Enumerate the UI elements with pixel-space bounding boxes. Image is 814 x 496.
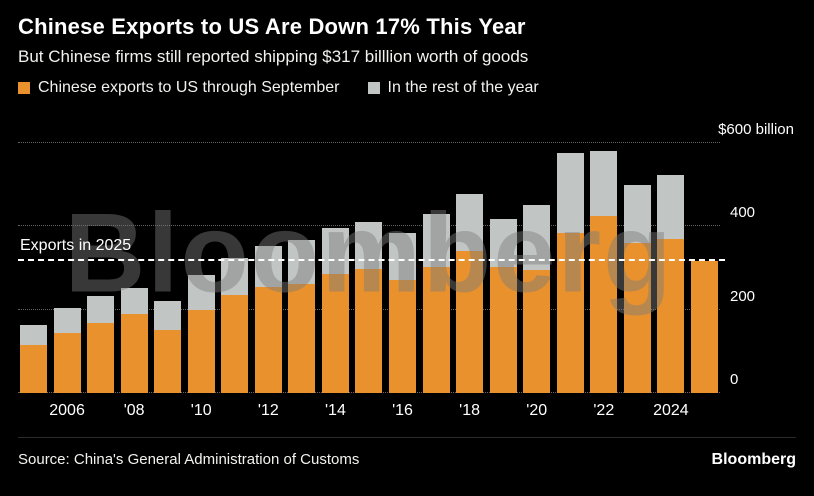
bar-2018: '18 <box>456 193 484 419</box>
bar-segment-through-september <box>154 329 182 393</box>
bar-segment-through-september <box>623 243 651 393</box>
bar-segment-rest-of-year <box>20 325 47 346</box>
bar-segment-through-september <box>489 266 517 393</box>
bar-segment-through-september <box>590 215 618 393</box>
bar-2021 <box>556 153 584 393</box>
bar-2012: '12 <box>254 246 282 419</box>
bar-segment-through-september <box>187 309 215 393</box>
x-tick-label: '16 <box>392 402 413 419</box>
bar-segment-through-september <box>120 313 148 393</box>
bar-segment-through-september <box>657 238 685 393</box>
reference-line-label: Exports in 2025 <box>20 236 132 254</box>
bar-2011 <box>221 257 249 393</box>
y-tick-label: 200 <box>730 287 756 305</box>
bar-2009 <box>154 300 182 393</box>
legend-item-rest-of-year: In the rest of the year <box>367 79 539 97</box>
legend-swatch-gray-icon <box>367 82 380 94</box>
bar-segment-through-september <box>221 295 249 393</box>
bar-segment-through-september <box>523 270 551 393</box>
bar-segment-through-september <box>355 268 383 393</box>
bar-2023 <box>623 184 651 393</box>
chart-title: Chinese Exports to US Are Down 17% This … <box>18 14 526 39</box>
bar-2013 <box>288 239 316 393</box>
chart-subtitle: But Chinese firms still reported shippin… <box>18 47 529 66</box>
bar-2006: 2006 <box>49 308 85 419</box>
bar-segment-rest-of-year <box>321 227 349 275</box>
x-tick-label: 2024 <box>653 402 689 419</box>
x-tick-label: '14 <box>324 402 346 419</box>
reference-line-2025: Exports in 2025 <box>18 237 725 261</box>
bar-segment-rest-of-year <box>456 193 484 251</box>
x-tick-label: '12 <box>257 402 279 419</box>
bar-2024: 2024 <box>653 174 689 419</box>
bar-segment-rest-of-year <box>187 275 215 310</box>
bar-segment-rest-of-year <box>657 174 685 239</box>
bar-segment-rest-of-year <box>53 308 81 333</box>
bar-segment-through-september <box>87 323 115 393</box>
legend-label: Chinese exports to US through September <box>38 79 340 96</box>
bar-segment-through-september <box>556 232 584 393</box>
bar-segment-through-september <box>389 279 417 393</box>
bar-segment-through-september <box>690 260 718 393</box>
x-tick-label: '18 <box>459 402 481 419</box>
bar-2017 <box>422 213 450 393</box>
legend-label: In the rest of the year <box>387 79 539 96</box>
x-tick-label: '10 <box>190 402 212 419</box>
bars-container: 2006 '08 '10 '12 '14 '16 '18 '20 '22 2024 <box>20 143 718 419</box>
bar-segment-through-september <box>20 345 47 393</box>
legend-swatch-orange-icon <box>18 82 30 94</box>
gridline <box>18 142 720 143</box>
source-text: Source: China's General Administration o… <box>18 451 360 468</box>
bar-2015 <box>355 222 383 393</box>
legend: Chinese exports to US through September … <box>18 79 796 97</box>
footer: Source: China's General Administration o… <box>18 437 796 469</box>
bar-2025 <box>690 260 718 393</box>
x-tick-label: '22 <box>593 402 615 419</box>
x-tick-label: '20 <box>526 402 548 419</box>
x-tick-label: 2006 <box>49 402 85 419</box>
bar-segment-rest-of-year <box>389 232 417 280</box>
bar-segment-rest-of-year <box>87 296 115 323</box>
bar-segment-rest-of-year <box>623 184 651 243</box>
bar-2014: '14 <box>321 227 349 419</box>
legend-item-exports-through-september: Chinese exports to US through September <box>18 79 340 97</box>
plot-area: 2006'08'10'12'14'16'18'20'22 2024 Bloombe… <box>18 142 725 419</box>
bloomberg-logo: Bloomberg <box>711 451 796 468</box>
bar-2019 <box>489 218 517 393</box>
y-tick-label: 0 <box>730 371 739 388</box>
bar-segment-rest-of-year <box>590 150 618 216</box>
bar-segment-rest-of-year <box>556 153 584 233</box>
bar-2010: '10 <box>187 275 215 419</box>
bar-segment-rest-of-year <box>422 213 450 267</box>
bar-segment-rest-of-year <box>221 257 249 296</box>
bar-segment-rest-of-year <box>489 218 517 267</box>
bar-segment-through-september <box>254 286 282 393</box>
y-tick-label: $600 billion <box>718 121 794 138</box>
y-tick-label: 400 <box>730 204 756 222</box>
bar-2016: '16 <box>389 232 417 419</box>
x-tick-label: '08 <box>123 402 145 419</box>
bar-2005 <box>20 325 47 393</box>
bar-segment-through-september <box>456 250 484 393</box>
bar-segment-rest-of-year <box>154 300 182 330</box>
bar-segment-rest-of-year <box>355 222 383 269</box>
bar-2020: '20 <box>523 204 551 419</box>
bar-segment-rest-of-year <box>120 288 148 314</box>
bar-2008: '08 <box>120 288 148 419</box>
bar-segment-through-september <box>321 274 349 393</box>
bar-segment-rest-of-year <box>254 246 282 287</box>
chart-area: 2006'08'10'12'14'16'18'20'22 2024 Bloombe… <box>18 121 796 419</box>
y-axis: $600 billion 400 200 0 <box>718 121 796 393</box>
bar-segment-rest-of-year <box>288 239 316 284</box>
bar-segment-through-september <box>53 332 81 393</box>
bar-segment-through-september <box>288 283 316 393</box>
bar-2022: '22 <box>590 150 618 419</box>
bar-2007 <box>87 296 115 393</box>
bar-segment-through-september <box>422 266 450 393</box>
